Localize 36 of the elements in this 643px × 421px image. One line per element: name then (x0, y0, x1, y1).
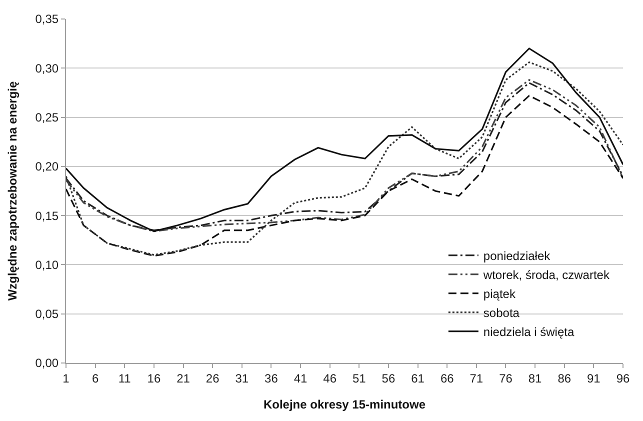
x-tick-label: 11 (118, 371, 132, 386)
y-tick-label: 0,35 (35, 12, 59, 26)
x-tick-label: 31 (235, 371, 249, 386)
y-tick-label: 0,25 (35, 110, 59, 124)
x-tick-label: 71 (470, 371, 484, 386)
x-axis-title: Kolejne okresy 15-minutowe (263, 397, 426, 412)
x-tick-label: 16 (147, 371, 161, 386)
y-tick-label: 0,20 (35, 160, 59, 174)
x-tick-label: 66 (440, 371, 454, 386)
line-series (66, 48, 623, 232)
x-tick-label: 76 (499, 371, 513, 386)
y-tick-label: 0,05 (35, 307, 59, 322)
y-tick-label: 0,00 (35, 356, 59, 370)
legend-label: wtorek, środa, czwartek (482, 268, 610, 282)
y-tick-label: 0,10 (35, 258, 59, 272)
x-tick-label: 81 (528, 371, 542, 386)
x-tick-label: 56 (382, 371, 396, 386)
x-tick-label: 96 (616, 371, 630, 386)
legend-label: poniedziałek (483, 248, 552, 263)
x-tick-label: 36 (264, 371, 278, 386)
y-tick-label: 0,15 (35, 208, 59, 223)
x-tick-label: 26 (206, 371, 220, 386)
legend-label: niedziela i święta (483, 324, 574, 339)
x-tick-label: 91 (587, 371, 601, 386)
x-tick-label: 21 (176, 371, 190, 386)
x-tick-label: 6 (92, 371, 99, 386)
x-tick-label: 51 (352, 371, 366, 386)
y-axis-title: Względne zapotrzebowanie na energię (6, 80, 20, 301)
x-tick-label: 61 (411, 371, 425, 386)
x-tick-label: 86 (558, 371, 572, 386)
legend-label: piątek (483, 286, 516, 301)
x-tick-label: 46 (323, 371, 337, 386)
x-tick-label: 41 (294, 371, 308, 386)
y-tick-label: 0,30 (35, 61, 59, 76)
x-tick-label: 1 (62, 371, 70, 386)
legend-label: sobota (483, 306, 520, 320)
